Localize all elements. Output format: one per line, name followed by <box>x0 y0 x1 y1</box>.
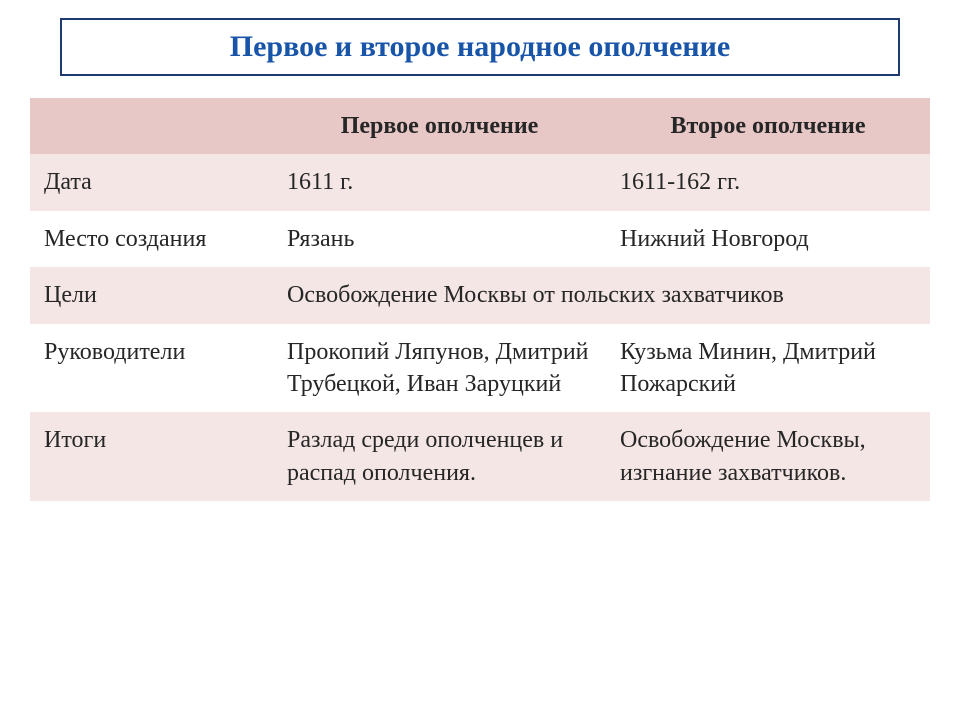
cell-place-first: Рязань <box>273 211 606 267</box>
table-header-row: Первое ополчение Второе ополчение <box>30 98 930 154</box>
page-title-box: Первое и второе народное ополчение <box>60 18 900 76</box>
header-blank <box>30 98 273 154</box>
cell-results-second: Освобождение Москвы, изгнание захватчико… <box>606 412 930 501</box>
cell-goals-label: Цели <box>30 267 273 323</box>
cell-date-label: Дата <box>30 154 273 210</box>
cell-results-first: Разлад среди ополченцев и распад ополчен… <box>273 412 606 501</box>
row-date: Дата 1611 г. 1611-162 гг. <box>30 154 930 210</box>
page-title: Первое и второе народное ополчение <box>230 30 730 63</box>
cell-goals-merged: Освобождение Москвы от польских захватчи… <box>273 267 930 323</box>
cell-leaders-second: Кузьма Минин, Дмитрий Пожарский <box>606 324 930 413</box>
row-goals: Цели Освобождение Москвы от польских зах… <box>30 267 930 323</box>
cell-place-second: Нижний Новгород <box>606 211 930 267</box>
militia-table: Первое ополчение Второе ополчение Дата 1… <box>30 98 930 501</box>
cell-date-first: 1611 г. <box>273 154 606 210</box>
row-place: Место создания Рязань Нижний Новгород <box>30 211 930 267</box>
header-second: Второе ополчение <box>606 98 930 154</box>
cell-place-label: Место создания <box>30 211 273 267</box>
cell-results-label: Итоги <box>30 412 273 501</box>
cell-leaders-label: Руководители <box>30 324 273 413</box>
header-first: Первое ополчение <box>273 98 606 154</box>
cell-leaders-first: Прокопий Ляпунов, Дмитрий Трубецкой, Ива… <box>273 324 606 413</box>
row-results: Итоги Разлад среди ополченцев и распад о… <box>30 412 930 501</box>
row-leaders: Руководители Прокопий Ляпунов, Дмитрий Т… <box>30 324 930 413</box>
cell-date-second: 1611-162 гг. <box>606 154 930 210</box>
